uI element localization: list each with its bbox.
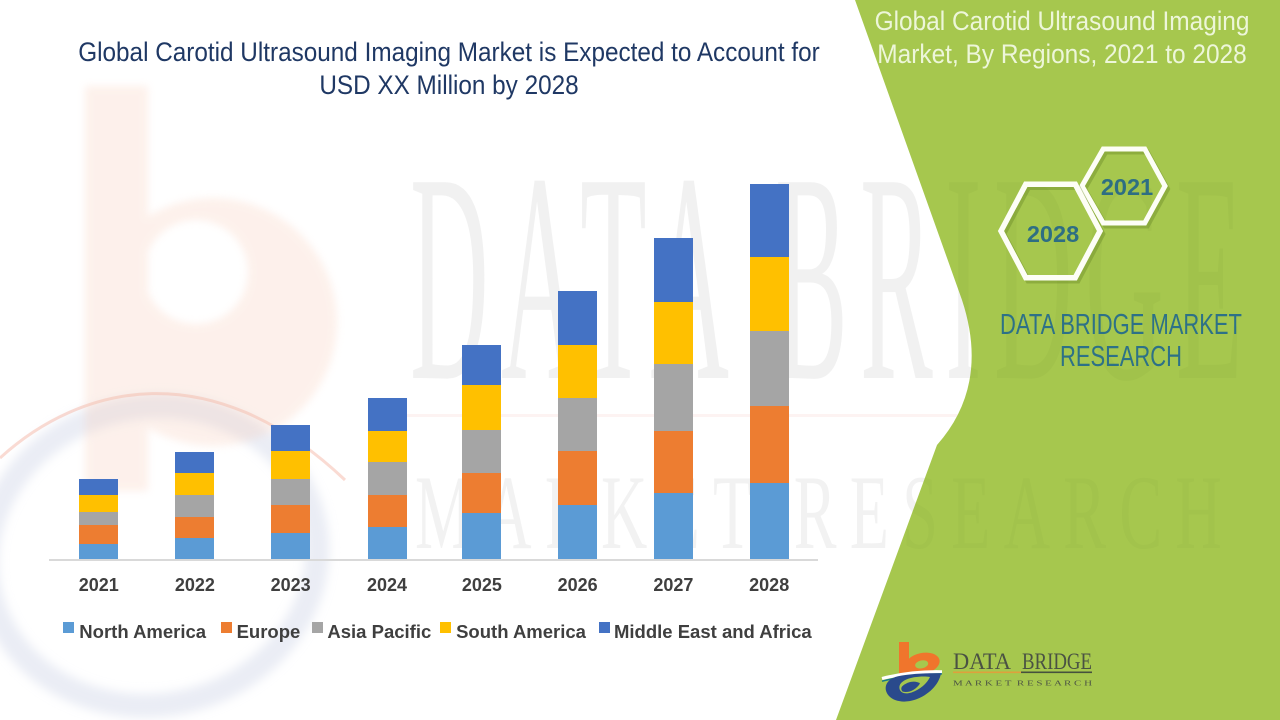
svg-text:M A R K E T R E S E A R C H: M A R K E T R E S E A R C H [953, 679, 1093, 688]
svg-text:BRIDGE: BRIDGE [1022, 649, 1092, 675]
svg-text:DATA: DATA [953, 649, 1011, 675]
